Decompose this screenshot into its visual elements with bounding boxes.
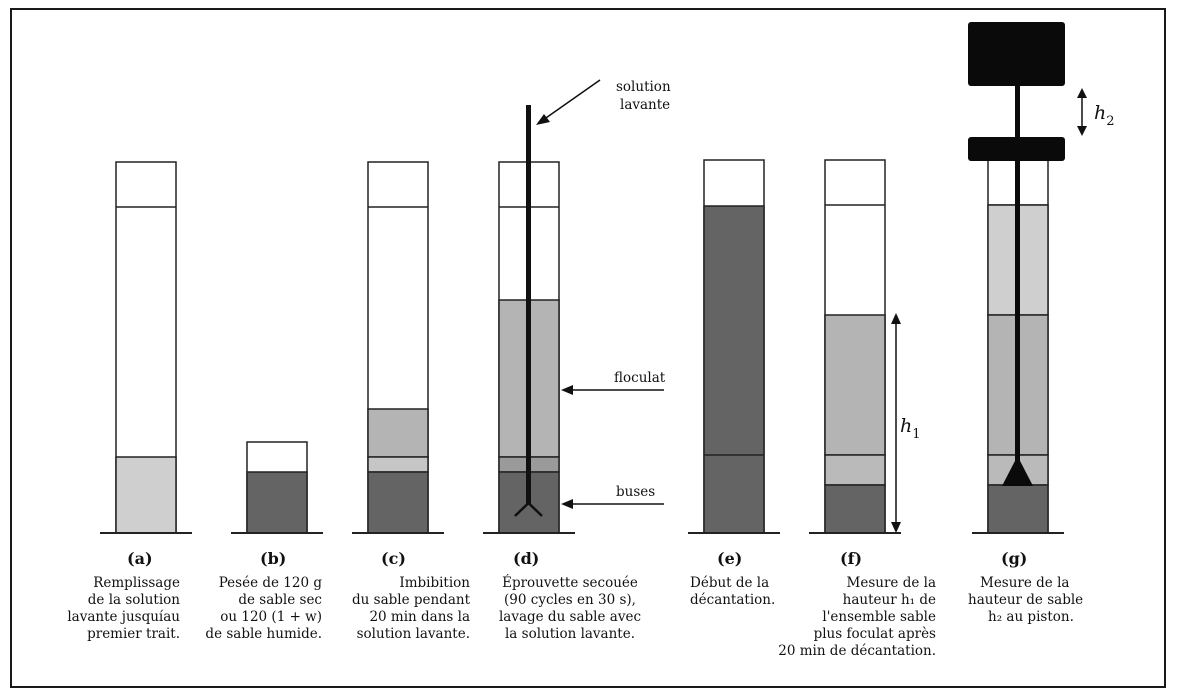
piston-foot	[1002, 456, 1033, 486]
cylinder-b-sand	[246, 471, 308, 534]
solution-lavante-label-line1: solution	[616, 79, 671, 95]
caption-b: Pesée de 120 g de sable sec ou 120 (1 + …	[205, 575, 322, 642]
caption-g: Mesure de la hauteur de sable h₂ au pist…	[968, 575, 1084, 625]
caption-d: Éprouvette secouée (90 cycles en 30 s), …	[498, 575, 642, 642]
solution-arrow-head	[536, 114, 550, 125]
step-label-b: (b)	[260, 549, 287, 568]
step-label-f: (f)	[840, 549, 863, 568]
cylinder-f-wet-layer	[824, 454, 886, 486]
cylinder-f-sand	[824, 484, 886, 534]
cylinder-e-mixture	[703, 205, 765, 534]
cylinder-g	[968, 22, 1087, 534]
cylinder-d	[483, 105, 575, 534]
cylinder-f	[809, 159, 901, 534]
cylinder-b	[231, 441, 323, 534]
h2-arrow-top	[1077, 88, 1087, 98]
h1-label: h1	[900, 415, 921, 442]
cylinder-a	[100, 161, 192, 534]
h1-arrow-bottom	[891, 522, 901, 533]
piston-rod	[1015, 86, 1020, 466]
cylinder-c-wet-layer	[367, 456, 429, 473]
cylinder-a-solution	[115, 456, 177, 534]
step-label-e: (e)	[717, 549, 743, 568]
step-label-g: (g)	[1001, 549, 1028, 568]
buses-arrow-head	[561, 499, 573, 509]
floculat-arrow-head	[561, 385, 573, 395]
cylinder-g-sand	[987, 484, 1049, 534]
cylinder-e	[688, 159, 780, 534]
cylinder-c-solution	[367, 408, 429, 458]
cylinder-c-sand	[367, 471, 429, 534]
h1-arrow-top	[891, 313, 901, 324]
h2-arrow-bottom	[1077, 126, 1087, 136]
step-label-a: (a)	[127, 549, 153, 568]
step-label-d: (d)	[513, 549, 540, 568]
step-label-c: (c)	[381, 549, 406, 568]
piston-weight	[968, 22, 1065, 86]
nozzles	[514, 502, 543, 517]
buses-label: buses	[616, 484, 655, 500]
cylinder-f-floculat	[824, 314, 886, 456]
caption-f: Mesure de la hauteur h₁ de l'ensemble sa…	[778, 575, 936, 659]
h2-label: h2	[1094, 102, 1115, 129]
washing-tube	[526, 105, 531, 505]
cylinder-c	[352, 161, 444, 534]
annotation-arrows	[536, 79, 664, 509]
floculat-label: floculat	[614, 370, 666, 386]
solution-lavante-label-line2: lavante	[620, 97, 670, 113]
solution-arrow-line	[542, 79, 601, 121]
caption-a: Remplissage de la solution lavante jusqu…	[67, 575, 180, 642]
caption-e: Début de la décantation.	[690, 575, 776, 608]
caption-c: Imbibition du sable pendant 20 min dans …	[352, 575, 470, 642]
